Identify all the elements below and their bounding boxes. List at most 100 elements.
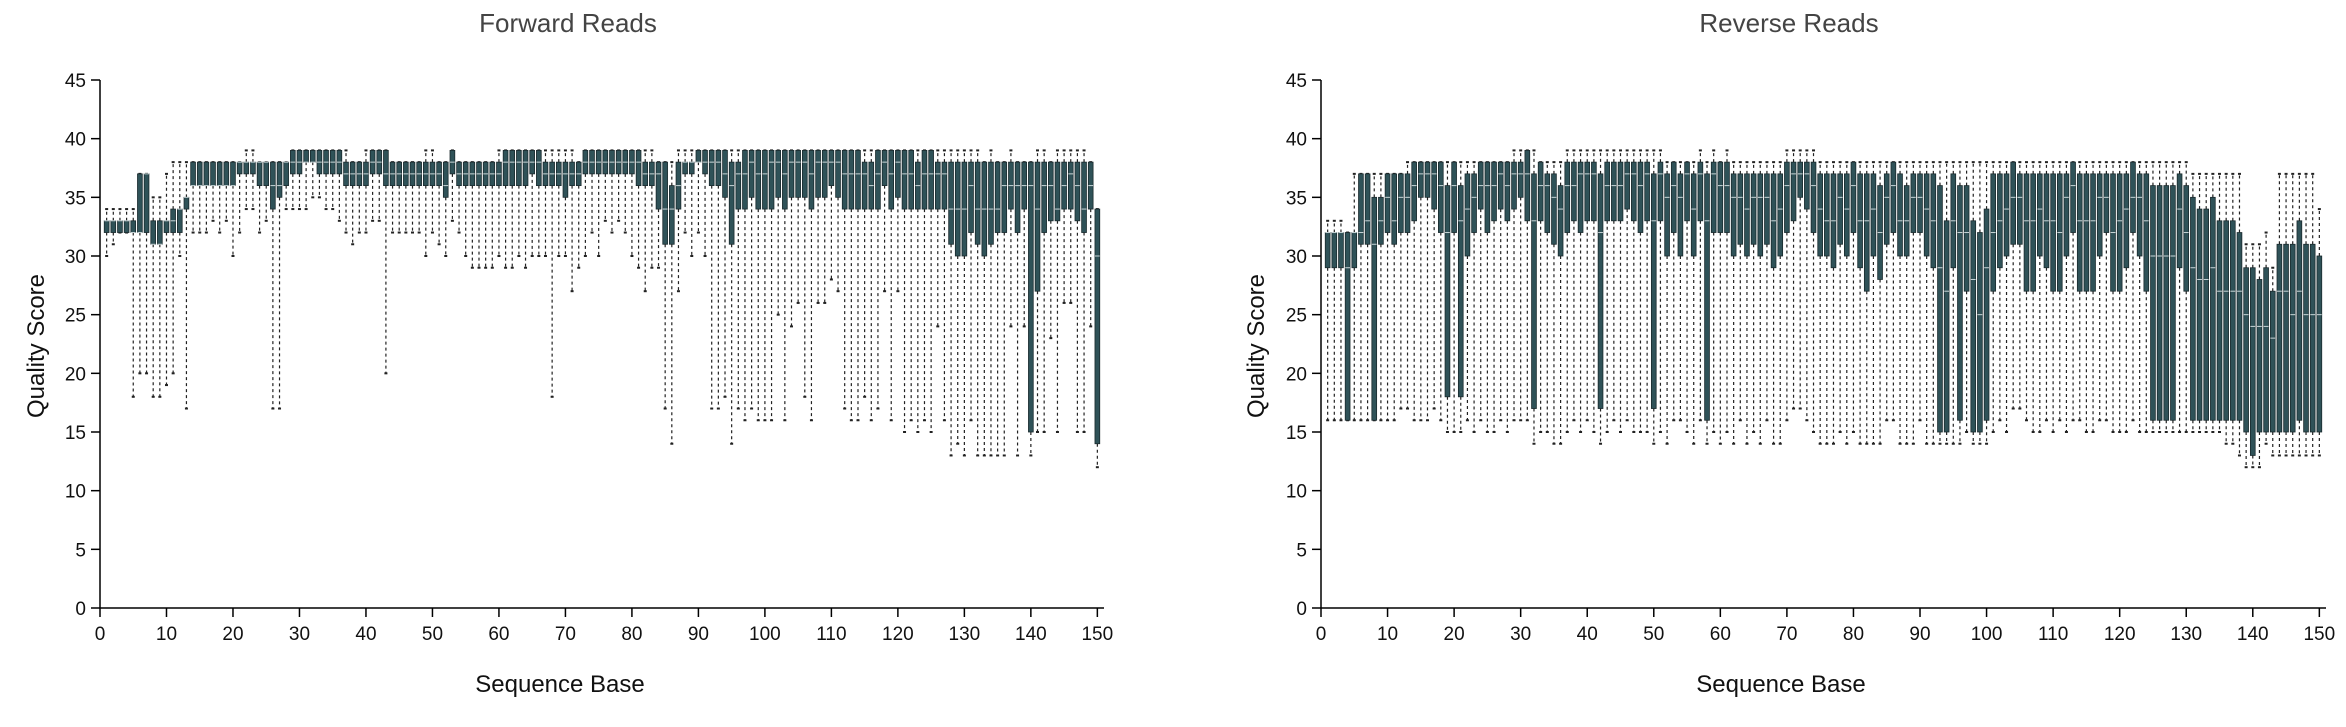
box-118 bbox=[2103, 161, 2110, 422]
box-body bbox=[968, 161, 974, 233]
box-81 bbox=[635, 149, 642, 269]
box-84 bbox=[1877, 161, 1883, 445]
box-129 bbox=[954, 149, 961, 445]
box-29 bbox=[1511, 149, 1517, 422]
box-104 bbox=[2010, 161, 2016, 410]
x-tick-label: 140 bbox=[2237, 624, 2269, 645]
box-13 bbox=[1404, 161, 1411, 410]
box-24 bbox=[1477, 161, 1484, 422]
box-body bbox=[1471, 173, 1477, 233]
box-body bbox=[1617, 161, 1624, 222]
box-body bbox=[1444, 185, 1451, 398]
box-128 bbox=[2170, 161, 2176, 433]
box-76 bbox=[602, 149, 609, 222]
x-tick-label: 130 bbox=[2170, 624, 2202, 645]
box-83 bbox=[649, 149, 655, 269]
box-142 bbox=[1041, 149, 1047, 433]
box-body bbox=[875, 149, 881, 210]
forward-reads-chart: Forward Reads Quality Score Sequence Bas… bbox=[23, 8, 1113, 698]
box-body bbox=[509, 149, 516, 186]
box-body bbox=[236, 161, 243, 175]
box-body bbox=[2236, 232, 2243, 421]
box-69 bbox=[1777, 161, 1784, 445]
box-43 bbox=[383, 149, 389, 375]
box-body bbox=[223, 161, 230, 186]
box-1 bbox=[1324, 219, 1331, 422]
box-72 bbox=[1797, 149, 1804, 410]
box-body bbox=[203, 161, 210, 186]
y-tick-label: 5 bbox=[1296, 540, 1307, 561]
box-39 bbox=[1577, 149, 1584, 433]
box-59 bbox=[1710, 149, 1717, 433]
box-90 bbox=[695, 149, 702, 234]
box-body bbox=[1697, 161, 1704, 222]
box-19 bbox=[223, 161, 230, 222]
box-body bbox=[442, 161, 449, 198]
box-body bbox=[1684, 161, 1690, 222]
box-body bbox=[210, 161, 216, 186]
box-body bbox=[2303, 243, 2309, 433]
box-126 bbox=[2156, 161, 2163, 433]
box-46 bbox=[1624, 149, 1630, 422]
box-25 bbox=[263, 161, 270, 222]
box-53 bbox=[1670, 161, 1677, 422]
box-122 bbox=[2130, 161, 2136, 422]
box-body bbox=[1637, 161, 1644, 233]
y-tick-label: 0 bbox=[75, 599, 86, 620]
box-73 bbox=[582, 149, 589, 257]
box-100 bbox=[1983, 161, 1990, 445]
box-body bbox=[2017, 173, 2023, 245]
box-43 bbox=[1604, 149, 1610, 433]
box-140 bbox=[2249, 243, 2256, 469]
box-body bbox=[762, 149, 768, 210]
box-body bbox=[888, 149, 895, 210]
y-tick-label: 40 bbox=[1286, 130, 1307, 151]
box-137 bbox=[2230, 172, 2236, 445]
box-body bbox=[881, 149, 888, 186]
box-body bbox=[117, 220, 123, 233]
box-6 bbox=[1358, 172, 1364, 422]
box-body bbox=[1584, 161, 1591, 222]
box-body bbox=[2096, 173, 2103, 257]
box-52 bbox=[1664, 161, 1670, 445]
box-body bbox=[283, 161, 289, 186]
box-body bbox=[1977, 232, 1983, 433]
box-body bbox=[1631, 161, 1637, 222]
box-87 bbox=[1897, 161, 1903, 445]
box-134 bbox=[988, 149, 994, 457]
box-59 bbox=[489, 161, 496, 269]
box-106 bbox=[802, 149, 808, 398]
box-body bbox=[1028, 161, 1034, 433]
box-115 bbox=[2083, 161, 2090, 433]
box-110 bbox=[828, 149, 835, 281]
box-body bbox=[2289, 243, 2296, 433]
box-98 bbox=[748, 149, 755, 410]
box-body bbox=[934, 161, 941, 210]
box-body bbox=[230, 161, 236, 186]
box-47 bbox=[409, 161, 416, 234]
box-body bbox=[1358, 173, 1364, 245]
box-body bbox=[669, 185, 675, 245]
box-body bbox=[2076, 173, 2083, 292]
box-body bbox=[1664, 173, 1670, 257]
box-body bbox=[1001, 161, 1008, 233]
box-body bbox=[1883, 173, 1890, 245]
box-body bbox=[516, 149, 522, 186]
box-16 bbox=[203, 161, 210, 234]
box-body bbox=[2163, 185, 2170, 421]
box-body bbox=[536, 149, 542, 186]
box-38 bbox=[349, 161, 356, 246]
box-63 bbox=[516, 149, 522, 257]
box-30 bbox=[296, 149, 303, 211]
x-tick-label: 120 bbox=[882, 624, 914, 645]
box-33 bbox=[316, 149, 323, 199]
box-body bbox=[243, 161, 250, 175]
box-64 bbox=[1744, 161, 1750, 445]
box-126 bbox=[934, 149, 941, 328]
box-body bbox=[1591, 161, 1597, 222]
box-123 bbox=[2136, 161, 2143, 433]
box-body bbox=[123, 220, 130, 233]
box-116 bbox=[2090, 161, 2096, 433]
box-22 bbox=[1464, 161, 1471, 422]
box-105 bbox=[2017, 161, 2023, 410]
